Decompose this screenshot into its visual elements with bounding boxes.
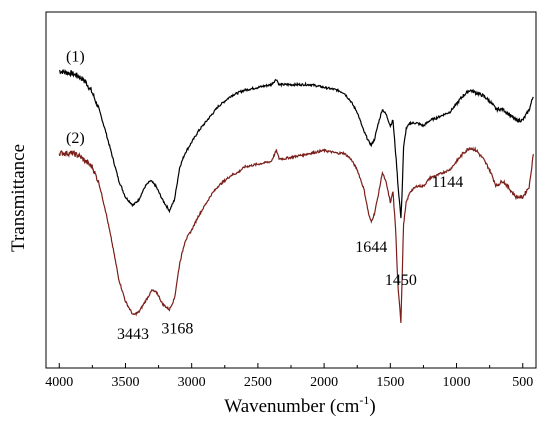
peak-label-1644: 1644 bbox=[355, 239, 387, 256]
series-group bbox=[58, 69, 534, 323]
peak-label-1144: 1144 bbox=[432, 174, 463, 191]
series-line-2 bbox=[58, 146, 534, 323]
series-line-1 bbox=[58, 69, 534, 219]
y-axis-title: Transmittance bbox=[8, 144, 29, 252]
series-labels: (1) (2) bbox=[66, 49, 85, 148]
x-tick-label: 3000 bbox=[178, 375, 206, 390]
x-tick-label: 4000 bbox=[45, 375, 73, 390]
x-ticks: 4000 3500 3000 2500 2000 1500 1000 500 bbox=[45, 363, 533, 390]
x-axis-title-close: ) bbox=[369, 396, 375, 417]
x-tick-label: 2000 bbox=[310, 375, 338, 390]
x-tick-label: 2500 bbox=[244, 375, 272, 390]
peak-annotations: 3443 3168 1644 1450 1144 bbox=[117, 174, 463, 343]
x-axis-title-main: Wavenumber (cm bbox=[224, 396, 359, 417]
series-label-2: (2) bbox=[66, 130, 85, 147]
peak-label-3443: 3443 bbox=[117, 326, 149, 343]
x-tick-label: 1000 bbox=[443, 375, 471, 390]
x-tick-label: 500 bbox=[512, 375, 533, 390]
x-axis-title-superscript: -1 bbox=[359, 393, 369, 407]
x-axis-title: Wavenumber (cm-1) bbox=[224, 393, 375, 417]
x-tick-label: 3500 bbox=[111, 375, 139, 390]
series-label-1: (1) bbox=[66, 49, 85, 66]
x-tick-label: 1500 bbox=[376, 375, 404, 390]
peak-label-3168: 3168 bbox=[161, 321, 193, 338]
peak-label-1450: 1450 bbox=[385, 272, 417, 289]
